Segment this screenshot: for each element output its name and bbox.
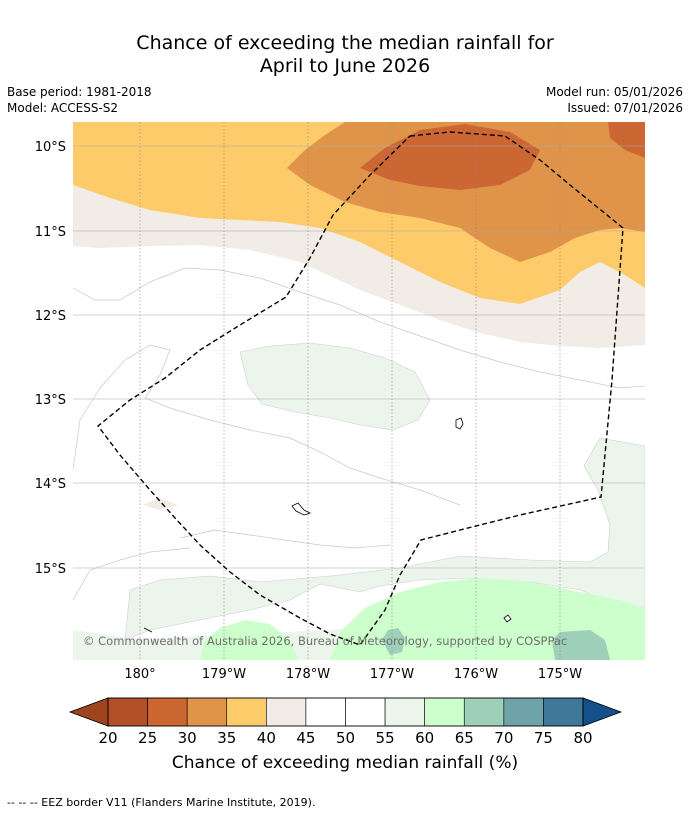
colorbar-tick-label: 60	[415, 729, 434, 747]
lat-label-15s: 15°S	[35, 562, 66, 577]
colorbar-segment	[305, 697, 346, 727]
region-25-30-east	[608, 122, 645, 158]
longitude-labels: 180° 179°W 178°W 177°W 176°W 175°W	[124, 667, 582, 682]
colorbar-segment	[424, 697, 465, 727]
island-d	[143, 627, 153, 633]
colorbar-tick-label: 35	[217, 729, 236, 747]
lon-label-176w: 176°W	[454, 667, 498, 682]
colorbar-tick-label: 70	[494, 729, 513, 747]
lat-label-12s: 12°S	[35, 309, 66, 324]
colorbar-segment	[186, 697, 228, 727]
map-title-line2: April to June 2026	[259, 55, 431, 77]
colorbar-segment	[266, 697, 307, 727]
colorbar-tick-label: 20	[98, 729, 117, 747]
colorbar-tick-label: 65	[455, 729, 474, 747]
region-55-60-central	[239, 342, 431, 431]
island-outlines	[143, 417, 512, 633]
colorbar-tick-label: 30	[178, 729, 197, 747]
region-60-65-west	[200, 620, 298, 660]
lon-label-177w: 177°W	[370, 667, 414, 682]
colorbar-frame	[107, 697, 584, 727]
colorbar-segment	[107, 697, 148, 727]
lat-label-13s: 13°S	[35, 393, 66, 408]
region-40-45-patch	[143, 498, 178, 510]
island-a	[455, 417, 464, 430]
lat-label-11s: 11°S	[35, 225, 66, 240]
latitude-labels: 10°S 11°S 12°S 13°S 14°S 15°S	[35, 140, 66, 577]
colorbar-segment	[147, 697, 188, 727]
colorbar-tick-label: 75	[534, 729, 553, 747]
lon-label-180: 180°	[124, 667, 155, 682]
issued-date: Issued: 07/01/2026	[567, 101, 683, 115]
copyright-notice: © Commonwealth of Australia 2026, Bureau…	[83, 634, 567, 648]
colorbar-under-arrow	[68, 697, 109, 727]
colorbar-tick-label: 80	[573, 729, 592, 747]
model-name: Model: ACCESS-S2	[7, 101, 119, 115]
latitude-gridlines	[73, 145, 645, 569]
map-title-line1: Chance of exceeding the median rainfall …	[136, 32, 554, 54]
region-65-70-b	[552, 630, 610, 660]
model-run-date: Model run: 05/01/2026	[545, 85, 683, 99]
colorbar-label: Chance of exceeding median rainfall (%)	[171, 753, 519, 773]
colorbar-tick-label: 40	[257, 729, 276, 747]
map-plot-area: © Commonwealth of Australia 2026, Bureau…	[73, 122, 645, 660]
island-b	[291, 502, 312, 516]
lat-label-14s: 14°S	[35, 477, 66, 492]
region-55-60-east	[124, 437, 645, 641]
colorbar-segment	[463, 697, 505, 727]
colorbar-over-arrow	[582, 697, 623, 727]
colorbar-tick-label: 55	[376, 729, 395, 747]
lon-label-175w: 175°W	[538, 667, 582, 682]
island-c	[503, 614, 512, 623]
colorbar-segment	[384, 697, 425, 727]
colorbar-tick-label: 50	[336, 729, 355, 747]
lat-label-10s: 10°S	[35, 140, 66, 155]
colorbar-segment	[543, 697, 584, 727]
longitude-gridlines	[139, 122, 561, 660]
lon-label-178w: 178°W	[286, 667, 330, 682]
colorbar-tick-label: 45	[296, 729, 315, 747]
region-65-70-a	[382, 628, 405, 655]
lon-label-179w: 179°W	[202, 667, 246, 682]
colorbar-segment	[345, 697, 386, 727]
base-period: Base period: 1981-2018	[7, 85, 152, 99]
colorbar-segment	[503, 697, 544, 727]
colorbar-tick-label: 25	[138, 729, 157, 747]
colorbar: 20 25 30 35 40 45 50 55 60 65 70 75 80	[68, 697, 623, 747]
eez-border-legend: -- -- -- EEZ border V11 (Flanders Marine…	[7, 796, 316, 809]
colorbar-segment	[226, 697, 267, 727]
